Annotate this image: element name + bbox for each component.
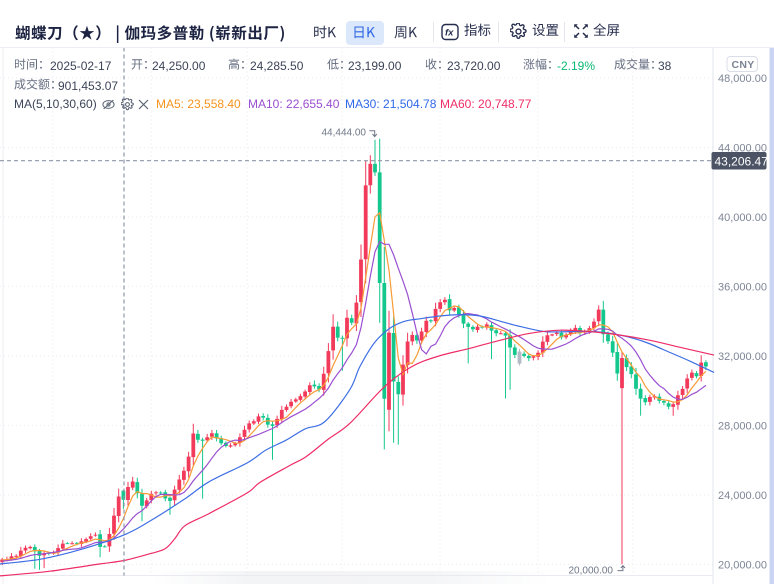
svg-text:fx: fx [445, 27, 454, 38]
svg-text:40,000.00: 40,000.00 [718, 212, 767, 224]
svg-text:24,000.00: 24,000.00 [718, 490, 767, 502]
svg-text:44,444.00: 44,444.00 [322, 128, 367, 139]
svg-text:28,000.00: 28,000.00 [718, 420, 767, 432]
svg-text:20,000.00: 20,000.00 [718, 559, 767, 571]
svg-text:32,000.00: 32,000.00 [718, 351, 767, 363]
svg-text:43,206.47: 43,206.47 [715, 154, 769, 168]
svg-text:20,000.00: 20,000.00 [569, 566, 614, 577]
svg-text:48,000.00: 48,000.00 [718, 73, 767, 85]
svg-text:CNY: CNY [732, 59, 755, 71]
svg-text:44,000.00: 44,000.00 [718, 142, 767, 154]
svg-text:36,000.00: 36,000.00 [718, 281, 767, 293]
